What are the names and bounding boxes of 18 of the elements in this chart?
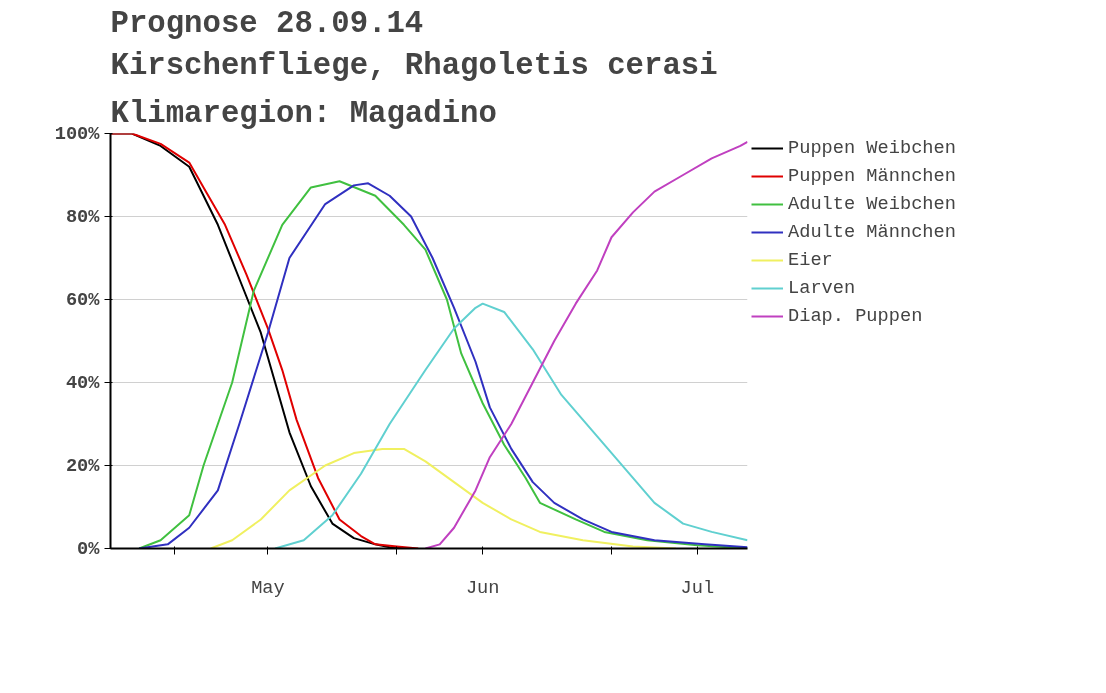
y-tick-label: 20% <box>65 454 101 477</box>
legend-label: Diap. Puppen <box>788 305 923 327</box>
x-tick-label: May <box>251 576 285 599</box>
y-tick-label: 60% <box>65 288 101 311</box>
chart-title: Prognose 28.09.14 <box>110 5 424 41</box>
legend-label: Larven <box>788 277 856 299</box>
y-tick-label: 40% <box>65 371 101 394</box>
legend-label: Eier <box>788 249 833 271</box>
x-tick-label: Jul <box>680 576 715 599</box>
legend-label: Puppen Männchen <box>788 165 956 187</box>
legend-label: Adulte Weibchen <box>788 193 956 215</box>
x-tick-label: Jun <box>465 576 500 599</box>
y-tick-label: 80% <box>65 205 101 228</box>
y-tick-label: 0% <box>77 537 101 560</box>
legend-label: Puppen Weibchen <box>788 137 956 159</box>
legend-label: Adulte Männchen <box>788 221 956 243</box>
y-tick-label: 100% <box>54 122 101 145</box>
chart-subtitle: Kirschenfliege, Rhagoletis cerasi Klimaregion: Magadino <box>110 48 718 131</box>
